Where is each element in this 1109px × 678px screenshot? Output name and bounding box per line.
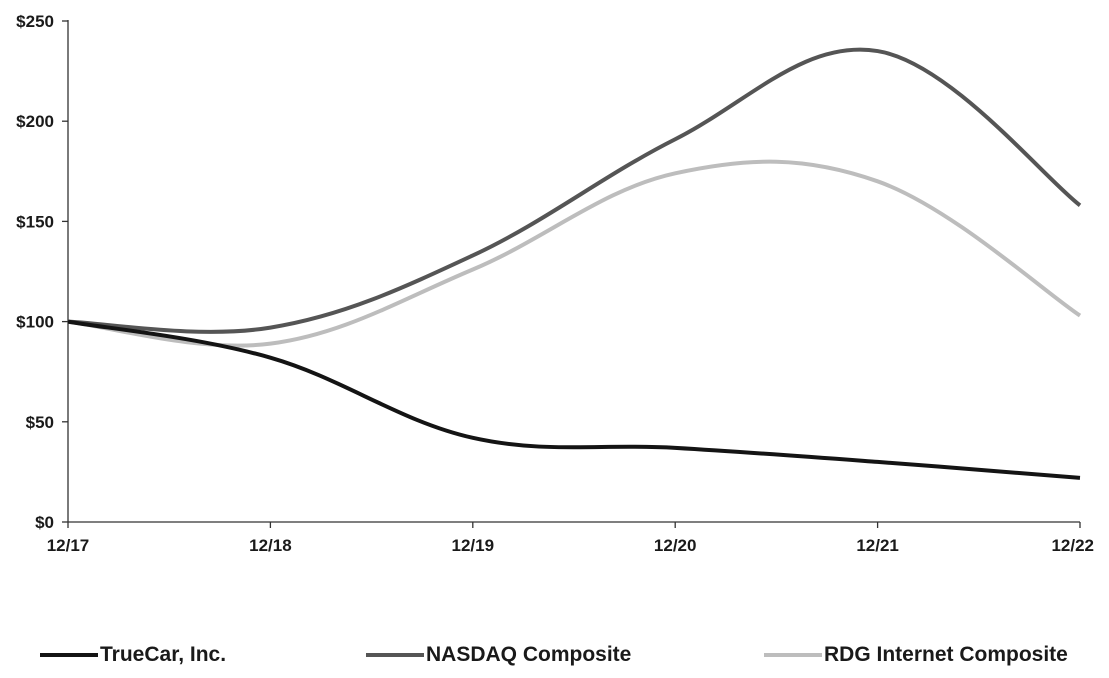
y-tick-label: $150 <box>16 212 54 231</box>
x-tick-label: 12/17 <box>47 536 90 555</box>
y-tick-label: $50 <box>26 413 54 432</box>
legend-swatch-truecar <box>40 653 98 657</box>
y-tick-label: $250 <box>16 12 54 31</box>
series-lines <box>67 47 1082 480</box>
y-tick-label: $200 <box>16 112 54 131</box>
x-tick-label: 12/18 <box>249 536 292 555</box>
y-axis: $0 $50 $100 $150 $200 $250 <box>16 12 69 532</box>
legend-swatch-nasdaq <box>366 653 424 657</box>
x-tick-label: 12/20 <box>654 536 697 555</box>
x-tick-label: 12/21 <box>856 536 899 555</box>
x-axis: 12/17 12/18 12/19 12/20 12/21 12/22 <box>47 521 1094 555</box>
legend: TrueCar, Inc. NASDAQ Composite RDG Inter… <box>0 640 1109 670</box>
y-tick-label: $100 <box>16 313 54 332</box>
legend-label-rdg: RDG Internet Composite <box>824 643 1068 666</box>
legend-item-nasdaq: NASDAQ Composite <box>366 640 631 670</box>
line-chart: $0$50$100$150$200$250 12/17 12/18 12/19 12/… <box>16 12 1094 555</box>
legend-swatch-rdg <box>764 653 822 657</box>
series-line-truecar <box>67 319 1081 480</box>
legend-label-nasdaq: NASDAQ Composite <box>426 643 632 666</box>
series-line-rdg <box>67 159 1082 348</box>
series-line-nasdaq <box>67 47 1082 334</box>
x-tick-label: 12/22 <box>1051 536 1094 555</box>
legend-label-truecar: TrueCar, Inc. <box>100 643 227 666</box>
legend-item-truecar: TrueCar, Inc. <box>40 640 226 670</box>
legend-item-rdg: RDG Internet Composite <box>764 640 1068 670</box>
y-tick-label: $0 <box>35 513 54 532</box>
x-tick-label: 12/19 <box>452 536 495 555</box>
